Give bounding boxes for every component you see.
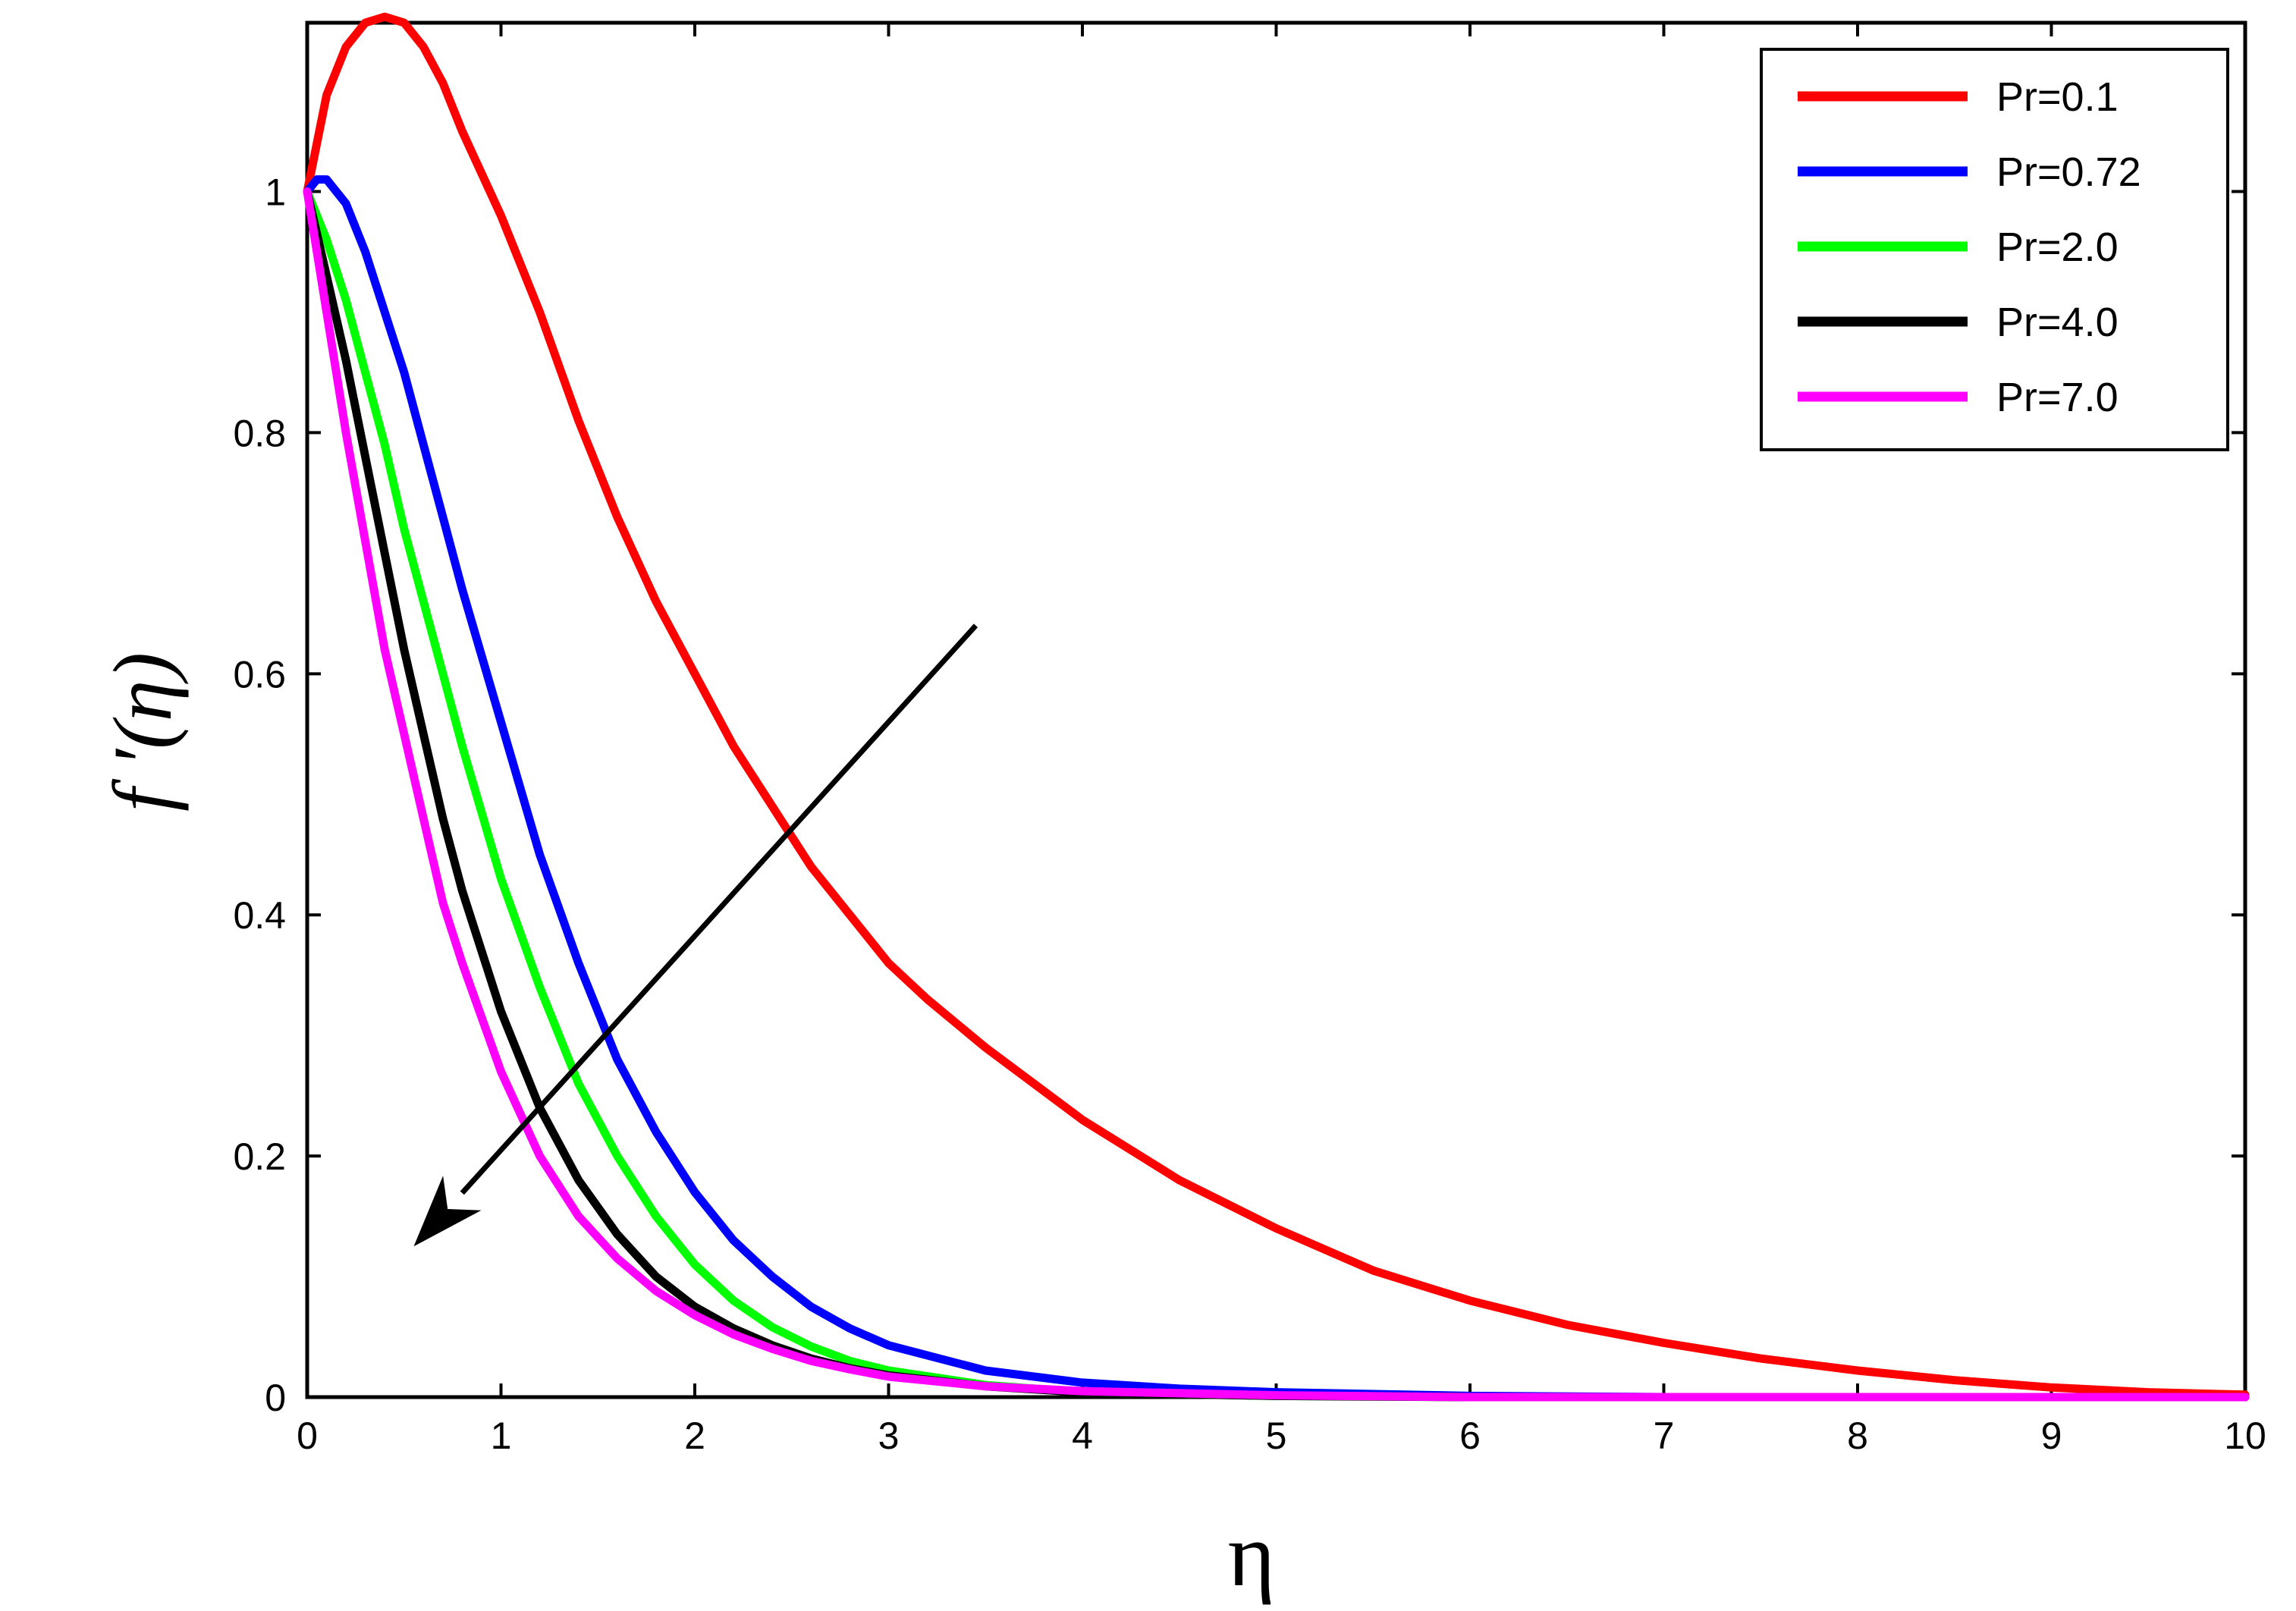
x-tick-label: 9 bbox=[2041, 1415, 2062, 1457]
y-tick-label: 0.6 bbox=[233, 653, 286, 696]
x-tick-label: 3 bbox=[878, 1415, 900, 1457]
y-axis-label: f ′(η) bbox=[96, 652, 189, 812]
y-tick-label: 1 bbox=[265, 171, 286, 214]
x-axis-label: η bbox=[1228, 1504, 1276, 1605]
annotations bbox=[413, 623, 978, 1247]
x-tick-label: 10 bbox=[2224, 1415, 2266, 1457]
series-line-1 bbox=[303, 12, 2250, 1399]
x-tick-label: 0 bbox=[297, 1415, 318, 1457]
legend-label: Pr=4.0 bbox=[1996, 300, 2119, 345]
x-tick-label: 1 bbox=[491, 1415, 512, 1457]
legend-label: Pr=0.72 bbox=[1996, 149, 2141, 195]
x-tick-label: 8 bbox=[1847, 1415, 1868, 1457]
y-tick-label: 0.8 bbox=[233, 412, 286, 454]
x-tick-label: 7 bbox=[1654, 1415, 1675, 1457]
x-tick-label: 5 bbox=[1266, 1415, 1287, 1457]
y-tick-label: 0.4 bbox=[233, 894, 286, 937]
y-tick-label: 0.2 bbox=[233, 1135, 286, 1178]
legend-label: Pr=7.0 bbox=[1996, 375, 2119, 420]
series-line-5 bbox=[303, 187, 2250, 1402]
y-tick-label: 0 bbox=[265, 1377, 286, 1419]
legend: Pr=0.1 Pr=0.72 Pr=2.0 Pr=4.0 Pr=7.0 bbox=[1760, 48, 2229, 451]
x-tick-label: 4 bbox=[1072, 1415, 1093, 1457]
x-tick-label: 2 bbox=[684, 1415, 705, 1457]
series-lines bbox=[303, 12, 2250, 1402]
x-tick-label: 6 bbox=[1459, 1415, 1481, 1457]
annotation-arrow-shaft bbox=[460, 623, 978, 1195]
legend-label: Pr=2.0 bbox=[1996, 225, 2119, 270]
annotation-arrow-head bbox=[413, 1176, 482, 1247]
legend-label: Pr=0.1 bbox=[1996, 74, 2119, 120]
tick-labels: 0 1 2 3 4 5 6 7 8 9 10 0 0.2 0.4 0.6 0.8 1 bbox=[233, 171, 2266, 1457]
